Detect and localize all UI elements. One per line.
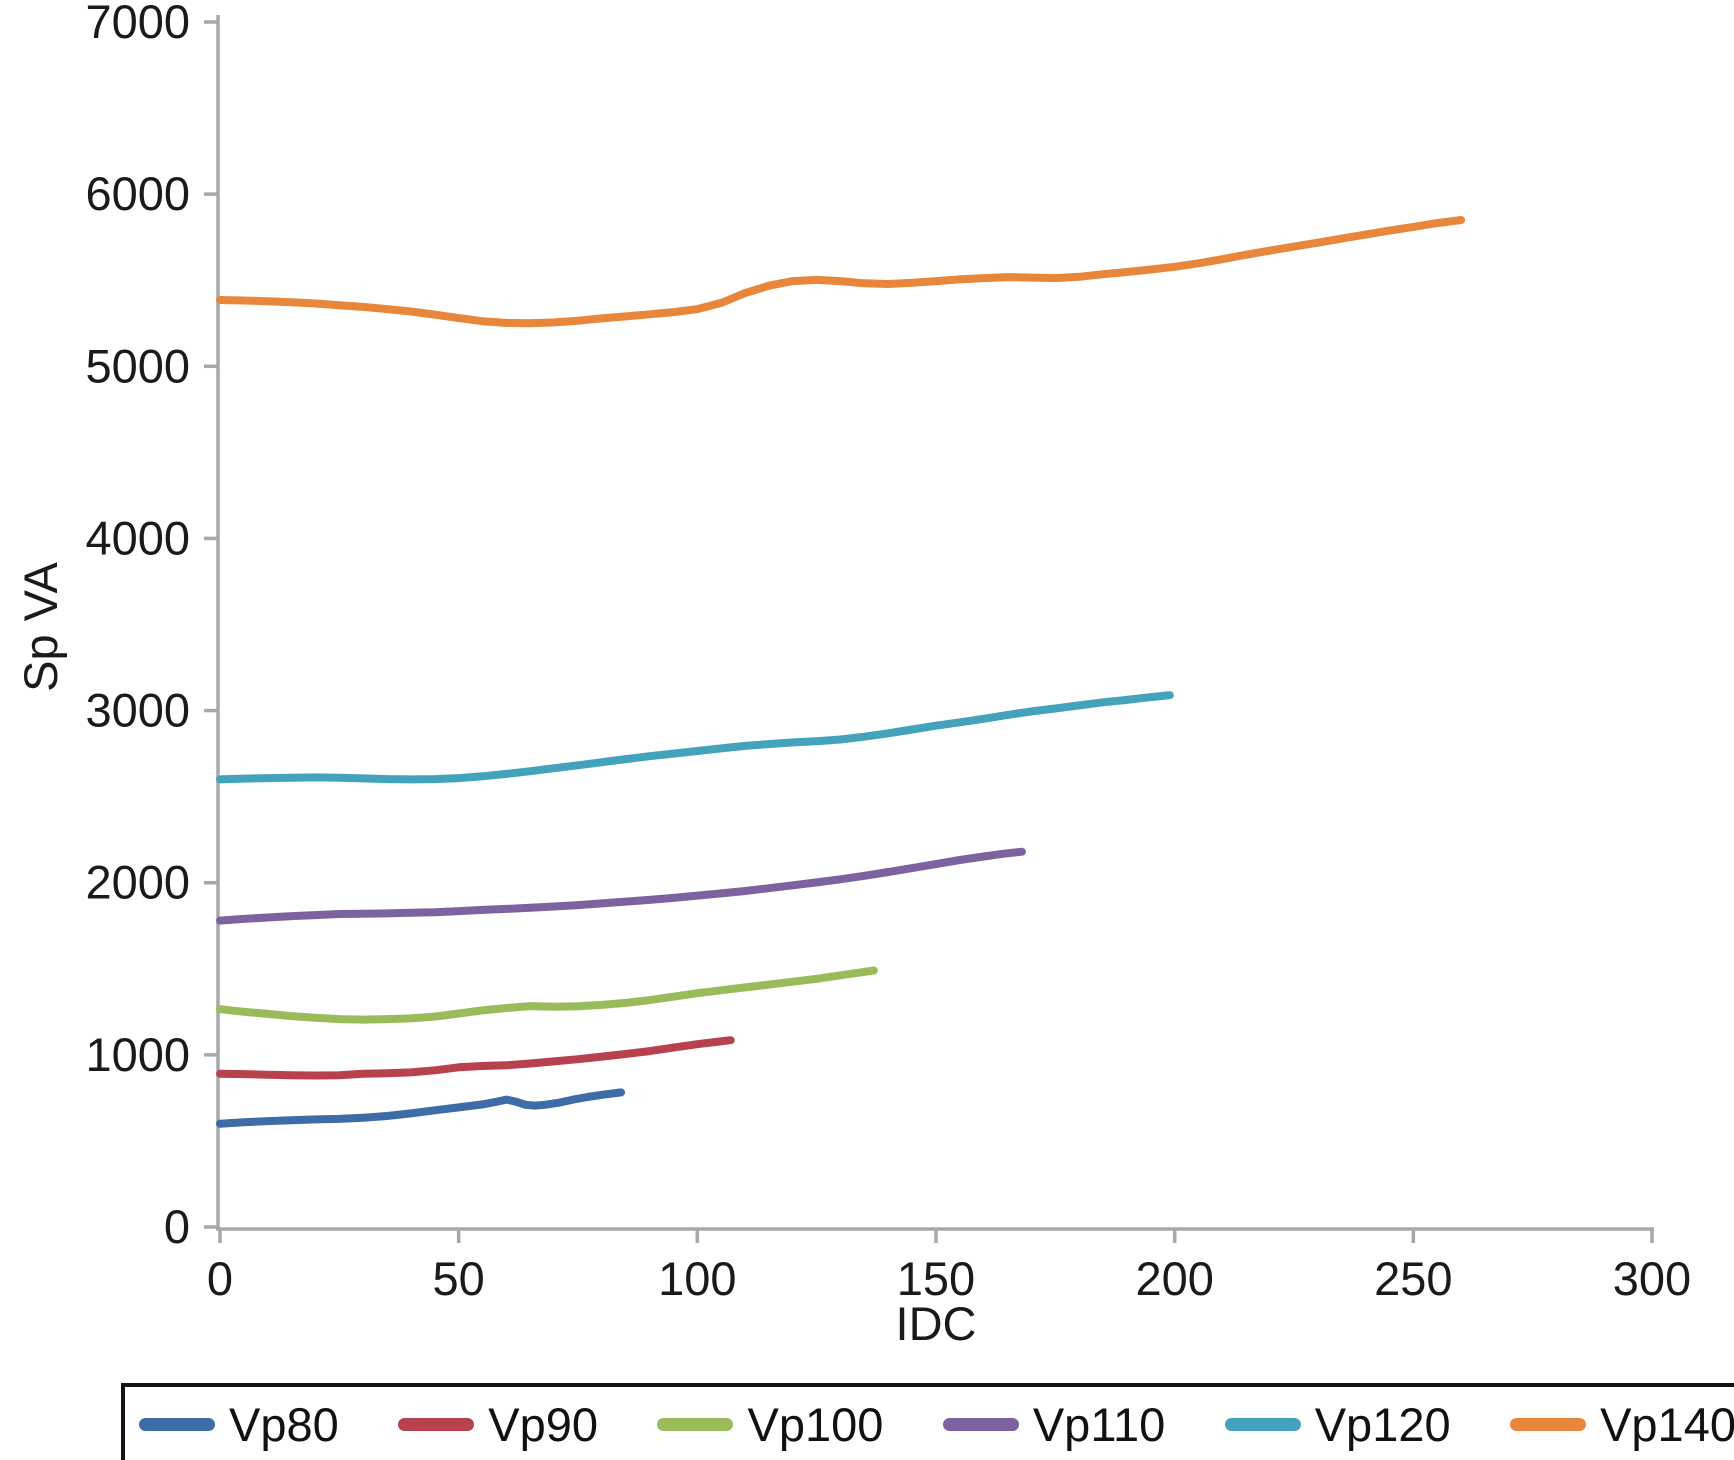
y-tick-label: 4000 [85,511,190,564]
legend-swatch-vp90 [398,1417,475,1431]
legend-item-vp110: Vp110 [942,1397,1166,1451]
chart-legend: Vp80 Vp90 Vp100 Vp110 Vp120 Vp140 [121,1383,1734,1460]
y-axis-title: Sp VA [14,562,67,692]
x-tick-label: 150 [897,1252,975,1305]
legend-swatch-vp110 [942,1417,1019,1431]
legend-label-vp120: Vp120 [1314,1397,1451,1451]
x-tick-label: 300 [1613,1252,1691,1305]
legend-swatch-vp100 [657,1417,734,1431]
legend-swatch-vp140 [1510,1417,1587,1431]
y-tick-label: 6000 [85,167,190,220]
legend-swatch-vp80 [139,1417,215,1431]
y-tick-label: 1000 [85,1028,190,1081]
legend-label-vp100: Vp100 [747,1397,884,1451]
legend-label-vp80: Vp80 [229,1397,339,1451]
legend-item-vp90: Vp90 [398,1401,598,1448]
series-line-vp140 [216,216,1466,328]
legend-label-vp110: Vp110 [1032,1397,1166,1451]
y-tick-label: 7000 [85,0,190,48]
y-tick-label: 3000 [85,684,190,737]
y-tick-label: 2000 [85,856,190,909]
y-tick-label: 0 [164,1200,190,1253]
legend-label-vp90: Vp90 [488,1397,599,1451]
x-axis-title: IDC [895,1297,977,1350]
y-tick-label: 5000 [85,339,190,392]
x-tick-label: 50 [433,1252,485,1305]
legend-item-vp120: Vp120 [1224,1397,1451,1451]
legend-swatch-vp120 [1224,1417,1301,1431]
legend-item-vp100: Vp100 [657,1401,883,1448]
x-tick-label: 100 [658,1252,736,1305]
x-tick-label: 200 [1135,1252,1213,1305]
series-line-vp110 [216,847,1026,925]
x-tick-label: 250 [1374,1252,1452,1305]
legend-item-vp140: Vp140 [1510,1401,1734,1448]
legend-item-vp80: Vp80 [139,1401,339,1448]
series-line-vp90 [216,1036,735,1080]
series-line-vp100 [216,966,878,1024]
x-tick-label: 0 [207,1252,233,1305]
series-line-vp120 [216,691,1174,784]
legend-label-vp140: Vp140 [1600,1397,1734,1451]
series-line-vp80 [216,1088,625,1128]
